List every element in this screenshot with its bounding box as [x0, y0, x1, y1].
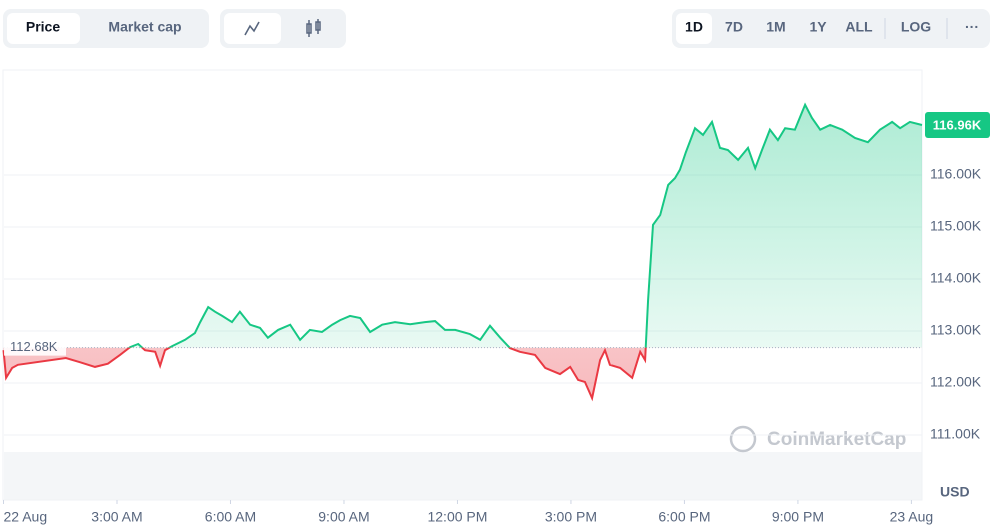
watermark: CoinMarketCap — [729, 425, 906, 453]
y-tick-label: 112.00K — [930, 374, 982, 390]
x-tick-label: 3:00 PM — [545, 509, 597, 525]
range-1d[interactable]: 1D — [685, 19, 703, 35]
log-toggle[interactable]: LOG — [901, 19, 931, 35]
y-tick-label: 114.00K — [930, 270, 982, 286]
x-tick-label: 3:00 AM — [91, 509, 142, 525]
watermark-text: CoinMarketCap — [767, 429, 906, 450]
x-tick-label: 12:00 PM — [427, 509, 487, 525]
y-tick-label: 116.00K — [930, 166, 982, 182]
watermark-logo — [729, 425, 757, 453]
baseline-label-bg — [4, 337, 66, 356]
x-tick-label: 6:00 PM — [658, 509, 710, 525]
range-7d[interactable]: 7D — [725, 19, 743, 35]
y-tick-label: 115.00K — [930, 218, 982, 234]
range-1y[interactable]: 1Y — [809, 19, 827, 35]
last-price-label: 116.96K — [933, 117, 982, 132]
last-price-badge — [925, 112, 990, 139]
baseline-label: 112.68K — [10, 339, 58, 354]
y-tick-label: 113.00K — [930, 322, 982, 338]
tab-price[interactable]: Price — [26, 19, 60, 35]
line-icon[interactable] — [244, 21, 260, 36]
more-button[interactable]: ··· — [965, 19, 979, 35]
range-1m[interactable]: 1M — [766, 19, 785, 35]
candle-icon[interactable] — [306, 19, 321, 37]
x-tick-label: 9:00 PM — [772, 509, 824, 525]
area-down — [3, 347, 922, 399]
x-tick-label: 6:00 AM — [205, 509, 256, 525]
tab-bg — [7, 13, 80, 44]
volume-band — [4, 452, 922, 500]
price-line-up — [127, 102, 923, 348]
range-toggle — [672, 9, 990, 48]
x-tick-label: 22 Aug — [4, 509, 48, 525]
range-bg — [676, 13, 712, 44]
x-tick-label: 23 Aug — [890, 509, 934, 525]
y-axis-label: USD — [940, 484, 970, 500]
x-tick-label: 9:00 AM — [318, 509, 369, 525]
range-all[interactable]: ALL — [845, 19, 873, 35]
tab-market-cap[interactable]: Market cap — [108, 19, 181, 35]
area-up — [129, 104, 922, 348]
y-tick-label: 111.00K — [930, 426, 981, 442]
